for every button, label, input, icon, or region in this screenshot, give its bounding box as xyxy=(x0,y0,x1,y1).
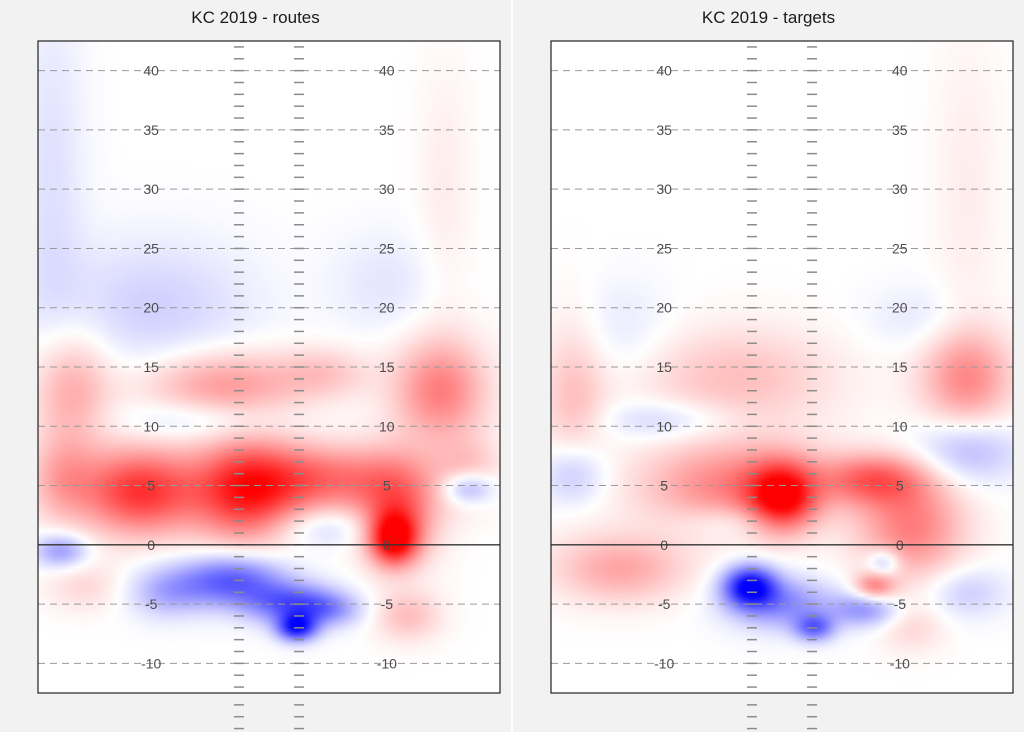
yard-number-left: 10 xyxy=(656,418,672,434)
yard-number-left: 20 xyxy=(656,300,672,316)
yard-number-right: 5 xyxy=(896,478,904,494)
yard-number-left: 5 xyxy=(660,478,668,494)
chart-title: KC 2019 - targets xyxy=(701,8,836,27)
yard-number-left: -10 xyxy=(141,655,161,671)
yard-number-left: 35 xyxy=(143,122,159,138)
yard-number-right: 20 xyxy=(379,300,395,316)
yard-number-right: 20 xyxy=(892,300,908,316)
yard-number-left: 5 xyxy=(147,478,155,494)
targets-panel: KC 2019 - targets -10 -10 -5 -5 0 0 5 5 10 10 15 15… xyxy=(513,0,1024,732)
yard-number-right: 35 xyxy=(892,122,908,138)
yard-number-left: 25 xyxy=(656,240,672,256)
yard-number-left: 15 xyxy=(143,359,159,375)
yard-number-right: 15 xyxy=(892,359,908,375)
yard-number-right: -5 xyxy=(894,596,907,612)
yard-number-left: -5 xyxy=(145,596,158,612)
yard-number-left: 40 xyxy=(656,63,672,79)
yard-number-left: 20 xyxy=(143,300,159,316)
yard-number-right: -5 xyxy=(381,596,394,612)
yard-number-right: 25 xyxy=(379,240,395,256)
yard-number-left: 35 xyxy=(656,122,672,138)
yard-number-right: 35 xyxy=(379,122,395,138)
routes-panel: KC 2019 - routes -10 -10 -5 -5 0 0 5 5 10 10 15 15 2… xyxy=(0,0,511,732)
yard-number-left: 15 xyxy=(656,359,672,375)
yard-number-left: -10 xyxy=(654,655,674,671)
yard-number-left: 30 xyxy=(656,181,672,197)
yard-number-right: -10 xyxy=(890,655,910,671)
yard-number-left: 10 xyxy=(143,418,159,434)
yard-number-right: 5 xyxy=(383,478,391,494)
yard-number-right: 40 xyxy=(379,63,395,79)
yard-number-right: 25 xyxy=(892,240,908,256)
yard-number-right: -10 xyxy=(377,655,397,671)
yard-number-right: 30 xyxy=(892,181,908,197)
yard-number-right: 15 xyxy=(379,359,395,375)
yard-number-right: 10 xyxy=(379,418,395,434)
yard-number-left: 25 xyxy=(143,240,159,256)
yard-number-right: 40 xyxy=(892,63,908,79)
plot-border xyxy=(37,40,501,694)
yard-number-right: 10 xyxy=(892,418,908,434)
plot-border xyxy=(550,40,1014,694)
yard-number-left: -5 xyxy=(658,596,671,612)
yard-number-right: 30 xyxy=(379,181,395,197)
yard-number-left: 30 xyxy=(143,181,159,197)
chart-title: KC 2019 - routes xyxy=(191,8,320,27)
yard-number-left: 40 xyxy=(143,63,159,79)
panel-divider xyxy=(511,0,513,732)
